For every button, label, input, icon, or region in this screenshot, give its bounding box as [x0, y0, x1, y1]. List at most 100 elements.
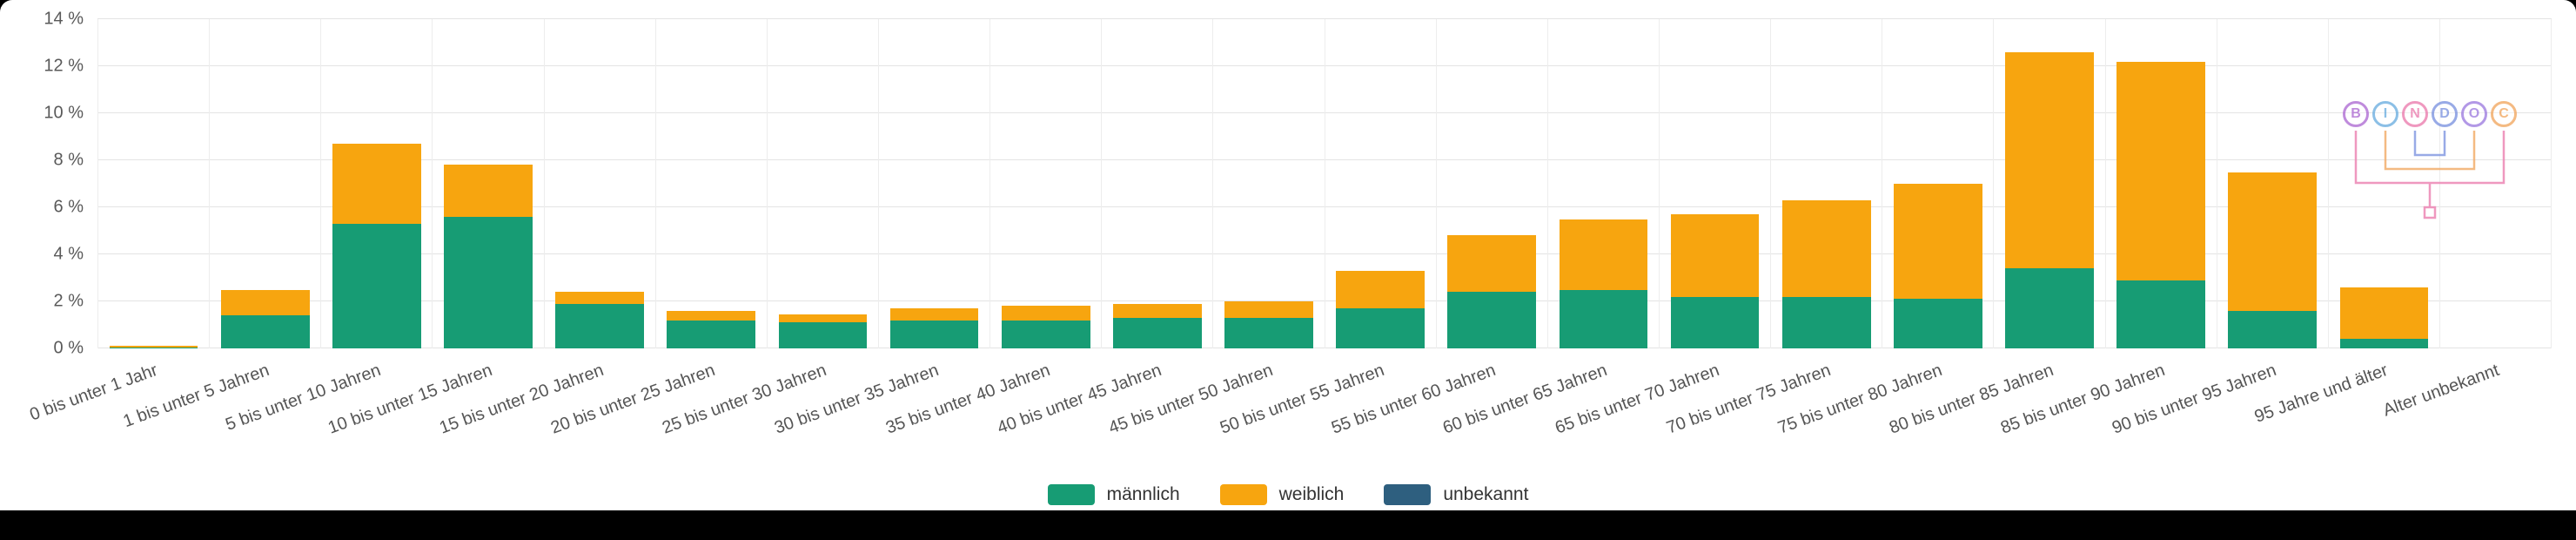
bar-segment-weiblich[interactable] — [1893, 184, 1982, 300]
bar-segment-männlich[interactable] — [1001, 320, 1090, 348]
bar-segment-männlich[interactable] — [444, 216, 533, 348]
bar-segment-weiblich[interactable] — [2005, 51, 2094, 269]
category-column: 50 bis unter 55 Jahren — [1218, 19, 1437, 438]
bar-segment-weiblich[interactable] — [332, 144, 421, 224]
stacked-bar — [444, 19, 533, 348]
bar-segment-weiblich[interactable] — [444, 165, 533, 217]
logo-letter-N: N — [2402, 101, 2428, 127]
bar-segment-männlich[interactable] — [1336, 308, 1425, 348]
columns-layer: 0 bis unter 1 Jahr 1 bis unter 5 Jahren 5 … — [27, 19, 2553, 438]
bindoc-logo-connector — [2354, 131, 2506, 219]
bar-segment-weiblich[interactable] — [1670, 214, 1760, 297]
bar-segment-weiblich[interactable] — [1559, 219, 1648, 290]
bar-segment-weiblich[interactable] — [109, 346, 198, 348]
legend-label-weiblich: weiblich — [1278, 484, 1345, 504]
legend-item-weiblich[interactable]: weiblich — [1219, 484, 1345, 505]
category-column: 30 bis unter 35 Jahren — [772, 19, 991, 438]
x-axis-label: Alter unbekannt — [2380, 361, 2503, 421]
category-column: 20 bis unter 25 Jahren — [548, 19, 768, 438]
bar-segment-weiblich[interactable] — [555, 292, 644, 304]
stacked-bar — [2228, 19, 2318, 348]
category-column: 35 bis unter 40 Jahren — [883, 19, 1103, 438]
legend-swatch-weiblich — [1219, 484, 1267, 505]
bar-segment-weiblich[interactable] — [667, 310, 756, 321]
legend-item-maennlich[interactable]: männlich — [1047, 484, 1180, 505]
bar-segment-männlich[interactable] — [2005, 268, 2094, 348]
category-column: 55 bis unter 60 Jahren — [1329, 19, 1548, 438]
category-column: 40 bis unter 45 Jahren — [995, 19, 1214, 438]
bar-segment-weiblich[interactable] — [1224, 301, 1313, 318]
bar-segment-männlich[interactable] — [220, 315, 310, 348]
bar-segment-weiblich[interactable] — [1336, 270, 1425, 309]
bar-segment-weiblich[interactable] — [1001, 306, 1090, 321]
bar-segment-weiblich[interactable] — [2228, 172, 2318, 311]
category-column: 45 bis unter 50 Jahren — [1106, 19, 1325, 438]
stacked-bar — [555, 19, 644, 348]
bar-segment-weiblich[interactable] — [2339, 287, 2429, 340]
bar-segment-weiblich[interactable] — [2116, 61, 2205, 280]
bar-segment-weiblich[interactable] — [1447, 235, 1537, 293]
bar-segment-männlich[interactable] — [1224, 317, 1313, 348]
bar-segment-männlich[interactable] — [778, 322, 868, 348]
category-column: 10 bis unter 15 Jahren — [325, 19, 545, 438]
category-column: 80 bis unter 85 Jahren — [1887, 19, 2106, 438]
category-column: 85 bis unter 90 Jahren — [1998, 19, 2217, 438]
stacked-bar — [1670, 19, 1760, 348]
legend-swatch-unbekannt — [1384, 484, 1432, 505]
stacked-bar — [332, 19, 421, 348]
logo-letter-C: C — [2491, 101, 2517, 127]
bar-segment-männlich[interactable] — [1559, 289, 1648, 348]
stacked-bar — [1001, 19, 1090, 348]
legend-label-unbekannt: unbekannt — [1443, 484, 1529, 504]
bar-segment-männlich[interactable] — [889, 320, 979, 348]
bar-segment-männlich[interactable] — [2339, 339, 2429, 348]
bar-segment-weiblich[interactable] — [778, 314, 868, 323]
stacked-bar — [1559, 19, 1648, 348]
stacked-bar — [220, 19, 310, 348]
category-column: 1 bis unter 5 Jahren — [121, 19, 322, 431]
bar-segment-männlich[interactable] — [1670, 296, 1760, 348]
bar-segment-männlich[interactable] — [1447, 292, 1537, 348]
category-column: 75 bis unter 80 Jahren — [1775, 19, 1995, 438]
category-column: 70 bis unter 75 Jahren — [1664, 19, 1883, 438]
y-tick-label: 10 % — [44, 103, 84, 123]
category-column: 15 bis unter 20 Jahren — [437, 19, 656, 438]
stacked-bar — [1112, 19, 1202, 348]
bar-segment-männlich[interactable] — [1893, 299, 1982, 348]
bar-segment-männlich[interactable] — [332, 223, 421, 348]
category-column: 60 bis unter 65 Jahren — [1440, 19, 1660, 438]
category-column: 25 bis unter 30 Jahren — [660, 19, 879, 438]
category-column: 5 bis unter 10 Jahren — [223, 19, 433, 435]
stacked-bar — [2116, 19, 2205, 348]
category-column: 65 bis unter 70 Jahren — [1553, 19, 1772, 438]
bar-segment-männlich[interactable] — [1112, 317, 1202, 348]
bar-segment-weiblich[interactable] — [1781, 199, 1871, 297]
legend-label-maennlich: männlich — [1106, 484, 1180, 504]
bar-segment-männlich[interactable] — [2116, 280, 2205, 348]
bar-segment-männlich[interactable] — [555, 303, 644, 348]
bar-segment-männlich[interactable] — [1781, 296, 1871, 348]
bar-segment-weiblich[interactable] — [1112, 303, 1202, 318]
stacked-bar — [1893, 19, 1982, 348]
bar-segment-weiblich[interactable] — [889, 308, 979, 321]
bar-segment-männlich[interactable] — [2228, 310, 2318, 348]
h-gridline — [97, 18, 2552, 19]
plot-area: 0 bis unter 1 Jahr 1 bis unter 5 Jahren 5 … — [27, 18, 2553, 438]
category-column: 0 bis unter 1 Jahr — [27, 19, 211, 425]
y-tick-label: 2 % — [53, 291, 84, 311]
y-tick-label: 6 % — [53, 197, 84, 217]
legend-item-unbekannt[interactable]: unbekannt — [1384, 484, 1528, 505]
logo-letter-D: D — [2432, 101, 2458, 127]
category-column: Alter unbekannt — [2381, 19, 2553, 421]
bar-segment-weiblich[interactable] — [220, 289, 310, 316]
chart-legend: männlich weiblich unbekannt — [0, 484, 2576, 505]
stacked-bar — [889, 19, 979, 348]
y-tick-label: 14 % — [44, 9, 84, 29]
logo-letter-B: B — [2343, 101, 2369, 127]
bar-segment-männlich[interactable] — [667, 320, 756, 348]
stacked-bar — [778, 19, 868, 348]
logo-letter-I: I — [2372, 101, 2398, 127]
